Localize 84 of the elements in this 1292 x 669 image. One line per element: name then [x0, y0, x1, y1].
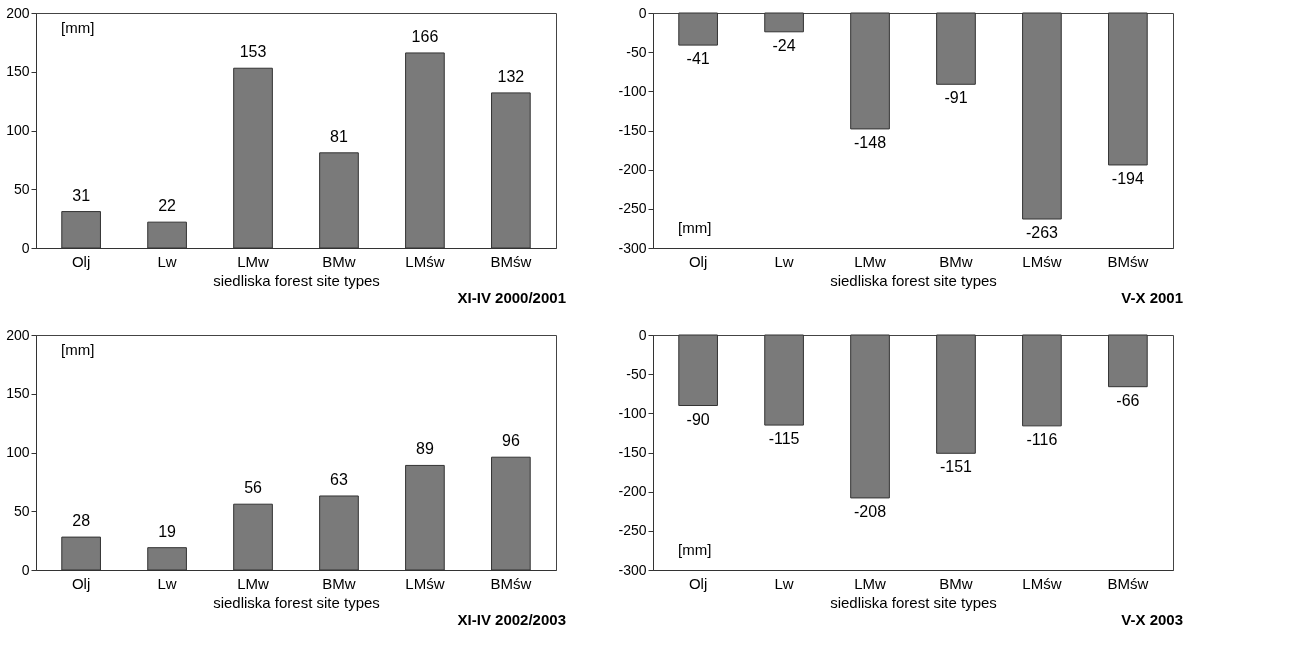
text: XI-IV 2002/2003	[457, 611, 566, 628]
x-tick-label: BMśw	[490, 252, 532, 270]
data-label: 56	[244, 479, 263, 497]
y-tick-label: -50	[626, 365, 647, 382]
x-tick-label: LMśw	[405, 252, 445, 270]
x-tick-label: LMśw	[1022, 252, 1062, 270]
x-tick-label: BMśw	[490, 574, 532, 592]
y-tick-label: -300	[618, 239, 647, 256]
y-tick-label: 150	[6, 63, 30, 80]
data-label: -90	[686, 410, 710, 428]
y-tick-label: 0	[21, 561, 30, 578]
x-axis-title: siedliska forest site types	[213, 593, 380, 611]
y-tick-label: 150	[6, 385, 30, 402]
x-tick-label: LMw	[237, 574, 270, 592]
data-label: 89	[416, 440, 434, 458]
x-tick-label: Lw	[157, 252, 177, 270]
y-tick-label: -250	[618, 522, 647, 539]
data-label: -66	[1116, 391, 1140, 409]
x-tick-label: LMw	[854, 252, 887, 270]
data-label: -148	[854, 133, 887, 151]
data-label: 28	[72, 512, 91, 530]
data-label: 81	[330, 127, 348, 145]
x-tick-label: BMśw	[1107, 574, 1149, 592]
y-tick-label: 100	[6, 444, 30, 460]
x-tick-label: Olj	[688, 252, 708, 270]
data-label: -41	[686, 50, 710, 68]
x-tick-label: BMśw	[1107, 252, 1149, 270]
x-tick-label: Olj	[71, 574, 91, 592]
x-axis-title: siedliska forest site types	[830, 593, 997, 611]
data-label: -91	[944, 89, 968, 107]
x-tick-label: Lw	[157, 574, 177, 592]
y-tick-label: 50	[13, 180, 30, 197]
y-tick-label: -150	[618, 444, 647, 460]
data-label: 63	[330, 470, 348, 488]
y-tick-label: -100	[618, 82, 647, 99]
data-label: -116	[1026, 430, 1058, 448]
x-tick-label: Lw	[774, 574, 794, 592]
x-tick-label: LMw	[854, 574, 887, 592]
data-label: 31	[72, 186, 91, 204]
y-tick-label: -250	[618, 200, 647, 217]
x-tick-label: Olj	[688, 574, 708, 592]
annotation: [mm]	[678, 541, 712, 558]
y-tick-label: 100	[6, 122, 30, 138]
y-tick-label: 200	[6, 4, 30, 21]
x-tick-label: Lw	[774, 252, 794, 270]
y-tick-label: 0	[21, 239, 30, 256]
y-tick-label: -200	[618, 483, 647, 500]
y-tick-label: -200	[618, 161, 647, 178]
text: V-X 2003	[1121, 611, 1183, 628]
annotation: [mm]	[61, 341, 95, 358]
y-tick-label: -50	[626, 43, 647, 60]
y-tick-label: -100	[618, 404, 647, 421]
x-tick-label: BMw	[322, 574, 356, 592]
x-tick-label: LMw	[237, 252, 270, 270]
annotation: [mm]	[61, 19, 95, 36]
data-label: -24	[772, 36, 796, 54]
data-label: 19	[158, 522, 177, 540]
x-tick-label: Olj	[71, 252, 91, 270]
data-label: 22	[158, 197, 177, 215]
y-tick-label: 0	[638, 326, 647, 343]
data-label: -115	[768, 430, 800, 448]
data-label: 96	[501, 432, 520, 450]
data-label: -151	[939, 458, 973, 476]
data-label: 132	[497, 67, 525, 85]
x-axis-title: siedliska forest site types	[213, 271, 380, 289]
text: XI-IV 2000/2001	[457, 289, 566, 306]
data-label: -263	[1025, 224, 1059, 242]
y-tick-label: 200	[6, 326, 30, 343]
text: V-X 2001	[1121, 289, 1183, 306]
x-tick-label: BMw	[939, 252, 973, 270]
x-tick-label: LMśw	[405, 574, 445, 592]
x-tick-label: LMśw	[1022, 574, 1062, 592]
data-label: -194	[1111, 169, 1144, 187]
annotation: [mm]	[678, 219, 712, 236]
y-tick-label: 0	[638, 4, 647, 21]
x-tick-label: BMw	[939, 574, 973, 592]
x-tick-label: BMw	[322, 252, 356, 270]
y-tick-label: 50	[13, 502, 30, 519]
y-tick-label: -300	[618, 561, 647, 578]
x-axis-title: siedliska forest site types	[830, 271, 997, 289]
data-label: -208	[854, 502, 887, 520]
data-label: 166	[411, 27, 439, 45]
data-label: 153	[239, 43, 267, 61]
y-tick-label: -150	[618, 122, 647, 138]
